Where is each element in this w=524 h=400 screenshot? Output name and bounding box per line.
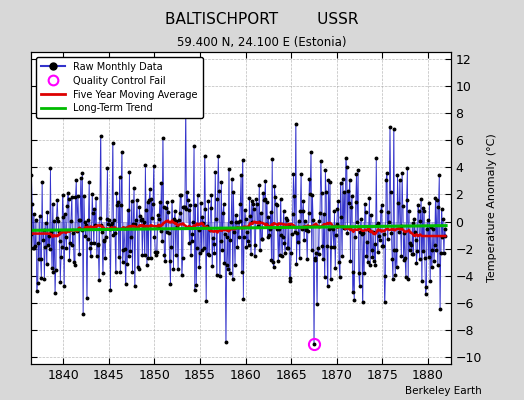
Text: BALTISCHPORT        USSR: BALTISCHPORT USSR <box>165 12 359 27</box>
Text: Berkeley Earth: Berkeley Earth <box>406 386 482 396</box>
Legend: Raw Monthly Data, Quality Control Fail, Five Year Moving Average, Long-Term Tren: Raw Monthly Data, Quality Control Fail, … <box>36 57 203 118</box>
Text: 59.400 N, 24.100 E (Estonia): 59.400 N, 24.100 E (Estonia) <box>177 36 347 49</box>
Y-axis label: Temperature Anomaly (°C): Temperature Anomaly (°C) <box>487 134 497 282</box>
